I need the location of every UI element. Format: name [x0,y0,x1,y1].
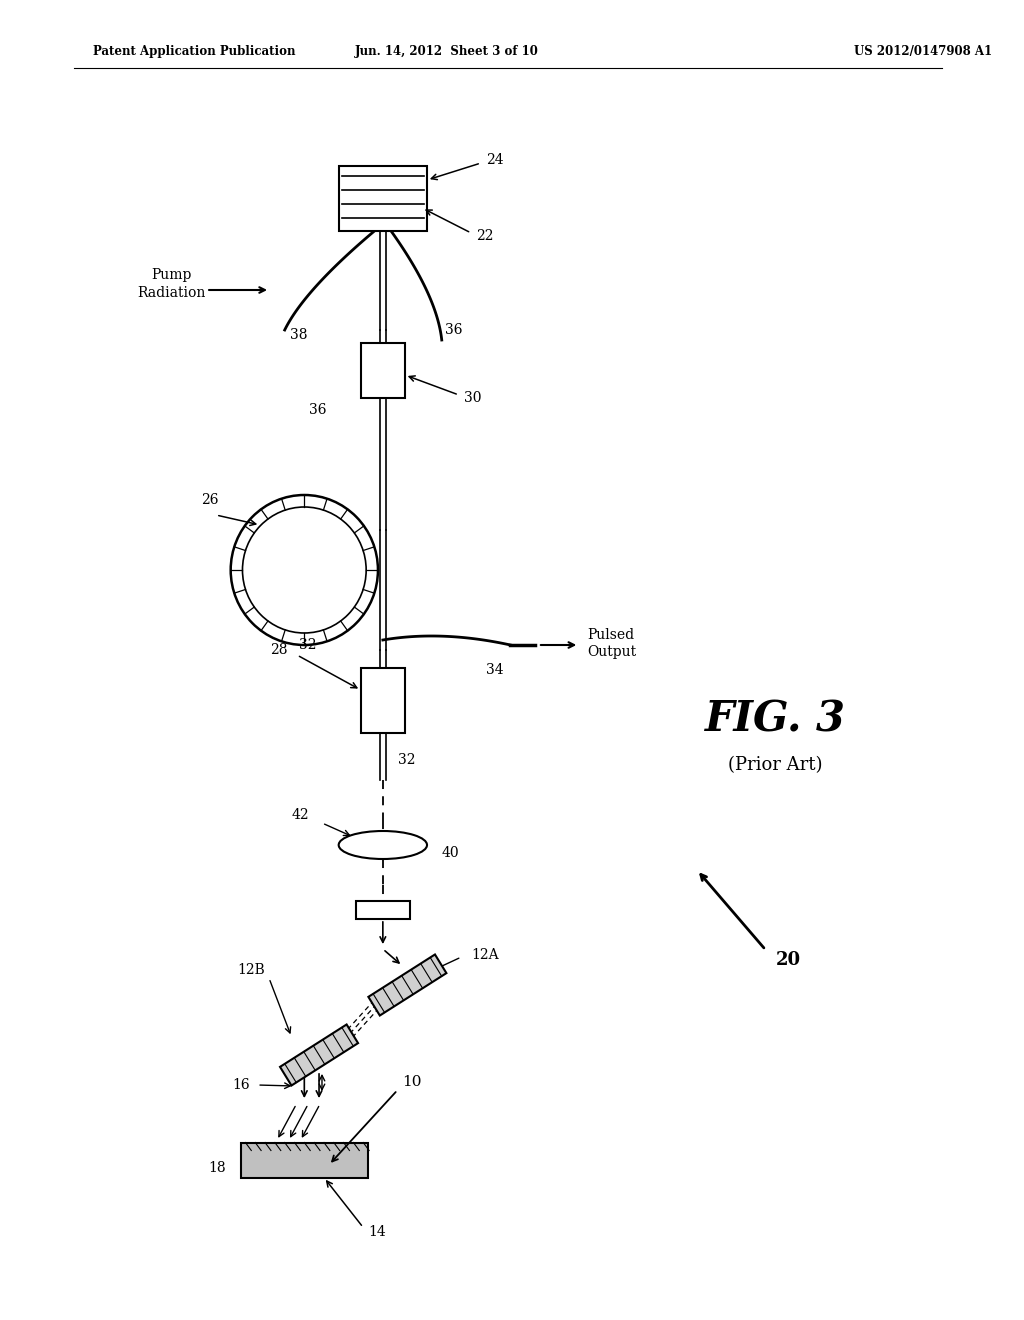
Text: Radiation: Radiation [137,286,206,300]
Text: 10: 10 [402,1074,422,1089]
Text: 32: 32 [299,638,316,652]
Text: 26: 26 [202,492,219,507]
Text: FIG. 3: FIG. 3 [705,700,846,741]
Text: US 2012/0147908 A1: US 2012/0147908 A1 [854,45,992,58]
Polygon shape [369,954,446,1015]
Bar [356,902,410,919]
Text: Pump: Pump [152,268,191,282]
Text: 28: 28 [269,643,287,657]
Text: 38: 38 [290,327,307,342]
Text: 24: 24 [486,153,504,168]
Text: Patent Application Publication: Patent Application Publication [93,45,296,58]
Text: 36: 36 [309,403,327,417]
Text: 30: 30 [464,391,481,405]
Text: 18: 18 [208,1162,225,1175]
Text: (Prior Art): (Prior Art) [728,756,822,774]
Text: 42: 42 [292,808,309,822]
Text: 16: 16 [232,1078,250,1092]
Text: Output: Output [587,645,636,659]
Text: 36: 36 [444,323,462,337]
Bar [360,668,404,733]
Text: Pulsed: Pulsed [587,628,634,642]
Ellipse shape [339,832,427,859]
Text: 20: 20 [775,950,801,969]
Text: 12A: 12A [471,948,499,962]
Text: 34: 34 [486,663,504,677]
Text: 22: 22 [476,228,494,243]
Text: 32: 32 [397,752,415,767]
Bar [241,1143,368,1177]
Bar [360,342,404,397]
Text: 12B: 12B [238,964,265,977]
Polygon shape [280,1024,358,1085]
Text: 14: 14 [368,1225,386,1239]
Text: Jun. 14, 2012  Sheet 3 of 10: Jun. 14, 2012 Sheet 3 of 10 [354,45,539,58]
Bar [339,165,427,231]
Text: 40: 40 [441,846,460,861]
